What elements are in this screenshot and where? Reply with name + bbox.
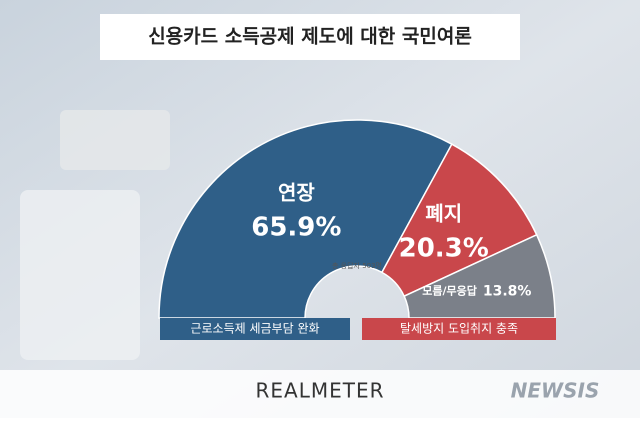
slice-label: 연장 — [278, 180, 315, 204]
calculator-decoration — [20, 190, 140, 360]
annotation-band — [160, 318, 350, 340]
value-label: 13.8% — [483, 284, 532, 300]
footer-band — [0, 370, 640, 418]
watermark: NEWSIS — [511, 379, 600, 403]
card-decoration — [60, 110, 170, 170]
pie-slice — [158, 119, 453, 319]
value-label: 20.3% — [399, 233, 489, 263]
annotation: 근로소득제 세금부담 완화 — [190, 322, 319, 336]
value-label: 65.9% — [251, 212, 341, 242]
pie-slice — [380, 143, 538, 298]
pie-slice — [403, 233, 556, 319]
title-band — [100, 14, 520, 60]
center-label: 총 응답자 503명 — [332, 261, 382, 270]
source: REALMETER — [256, 379, 385, 403]
annotation: 탈세방지 도입취지 충족 — [400, 322, 518, 336]
pie: 연장 65.9% 폐지 20.3% 모름/무응답 13.8% 총 응답자 503명 — [158, 119, 556, 319]
slice-label: 폐지 — [425, 201, 462, 225]
annotation-band — [362, 318, 556, 340]
slice-label: 모름/무응답 — [422, 284, 477, 298]
chart-title: 신용카드 소득공제 제도에 대한 국민여론 — [148, 26, 472, 48]
